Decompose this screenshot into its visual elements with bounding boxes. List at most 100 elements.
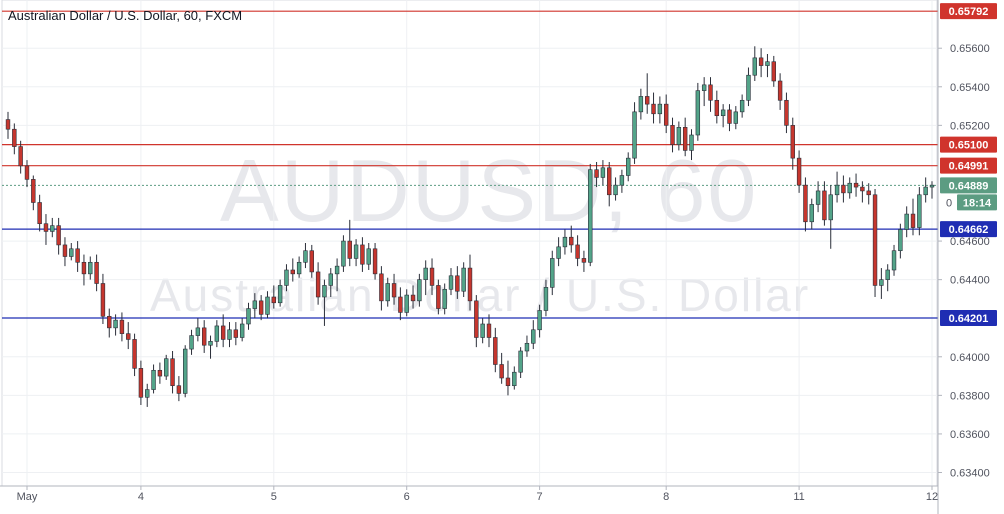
time-tick-label: 4 bbox=[138, 491, 144, 503]
candle-body bbox=[537, 310, 542, 331]
level-price-label: 0.65792 bbox=[949, 6, 989, 18]
candle-body bbox=[910, 213, 916, 228]
candle-body bbox=[442, 288, 447, 309]
candle-body bbox=[657, 103, 663, 115]
candle-body bbox=[695, 90, 701, 136]
candle-body bbox=[404, 294, 409, 313]
time-tick-label: 8 bbox=[663, 491, 669, 503]
candle-body bbox=[50, 225, 55, 232]
candle-body bbox=[385, 283, 390, 302]
candle-body bbox=[258, 300, 264, 315]
candle-body bbox=[195, 327, 201, 336]
candle-body bbox=[505, 377, 511, 387]
candle-body bbox=[569, 236, 574, 246]
candle-body bbox=[531, 329, 536, 344]
candle-body bbox=[461, 267, 466, 292]
candle-body bbox=[189, 335, 194, 350]
candle-layer bbox=[5, 46, 935, 407]
candle-body bbox=[588, 169, 593, 263]
candle-body bbox=[891, 250, 897, 271]
candle-body bbox=[752, 57, 757, 76]
candle-body bbox=[113, 319, 118, 329]
candle-body bbox=[543, 287, 549, 311]
candle-body bbox=[581, 258, 587, 263]
candle-body bbox=[626, 157, 631, 176]
candle-body bbox=[410, 294, 416, 302]
time-tick-label: 12 bbox=[926, 491, 938, 503]
candle-body bbox=[157, 369, 163, 377]
candle-body bbox=[290, 269, 295, 275]
current-price-label: 0.64889 bbox=[949, 180, 989, 192]
candle-body bbox=[923, 186, 928, 196]
candle-body bbox=[303, 250, 308, 263]
candle-body bbox=[524, 342, 530, 352]
candle-body bbox=[119, 319, 125, 334]
time-tick-label: May bbox=[17, 491, 38, 503]
plot-frame bbox=[1, 0, 938, 487]
candle-body bbox=[448, 275, 454, 290]
candle-body bbox=[765, 61, 770, 66]
candle-body bbox=[809, 204, 814, 223]
candle-body bbox=[815, 190, 821, 205]
candle-body bbox=[183, 348, 188, 394]
level-price-badge bbox=[940, 310, 997, 327]
time-tick-label: 5 bbox=[271, 491, 277, 503]
candle-body bbox=[714, 99, 720, 117]
candle-body bbox=[132, 339, 137, 369]
candle-body bbox=[746, 74, 751, 101]
level-price-label: 0.65100 bbox=[949, 140, 989, 152]
candle-body bbox=[436, 285, 441, 309]
watermark-symbol: AUDUSD, 60 bbox=[220, 141, 759, 240]
candle-body bbox=[372, 248, 378, 275]
candle-body bbox=[929, 184, 935, 188]
candle-body bbox=[43, 223, 49, 232]
candle-body bbox=[265, 296, 270, 315]
time-tick-label: 7 bbox=[537, 491, 543, 503]
candle-body bbox=[866, 190, 871, 196]
level-price-label: 0.64201 bbox=[949, 313, 989, 325]
candle-body bbox=[790, 125, 795, 159]
candle-body bbox=[360, 244, 365, 265]
candle-body bbox=[879, 279, 884, 286]
price-tick-label: 0.65200 bbox=[950, 120, 990, 132]
candle-body bbox=[847, 182, 852, 194]
candle-body bbox=[252, 300, 258, 309]
candle-body bbox=[550, 258, 555, 288]
candle-body bbox=[518, 350, 523, 373]
price-tick-label: 0.64000 bbox=[950, 352, 990, 364]
level-price-badge bbox=[940, 157, 997, 174]
candle-body bbox=[296, 261, 302, 275]
candle-body bbox=[145, 389, 150, 398]
level-price-label: 0.64662 bbox=[949, 224, 989, 236]
candle-body bbox=[803, 184, 808, 223]
level-price-label: 0.64991 bbox=[949, 161, 989, 173]
candle-body bbox=[246, 308, 251, 325]
candle-body bbox=[645, 96, 650, 105]
candle-body bbox=[885, 269, 890, 280]
candle-body bbox=[594, 169, 599, 178]
candle-body bbox=[417, 279, 422, 302]
candle-body bbox=[5, 119, 11, 130]
candle-body bbox=[309, 250, 314, 273]
candle-body bbox=[227, 329, 232, 340]
candle-body bbox=[126, 333, 131, 340]
candle-body bbox=[733, 111, 739, 124]
candle-body bbox=[12, 128, 17, 147]
candle-body bbox=[347, 240, 352, 259]
candle-body bbox=[784, 99, 789, 126]
candle-body bbox=[841, 184, 846, 194]
candle-body bbox=[872, 194, 878, 286]
candle-body bbox=[682, 126, 688, 151]
candle-body bbox=[366, 248, 371, 265]
price-tick-label: 0.65600 bbox=[950, 43, 990, 55]
candle-body bbox=[600, 167, 606, 178]
candle-body bbox=[24, 165, 30, 180]
grid-layer bbox=[1, 0, 938, 487]
candle-body bbox=[777, 80, 783, 101]
candle-body bbox=[796, 157, 802, 186]
current-price-badge bbox=[940, 177, 997, 194]
candle-body bbox=[75, 248, 80, 263]
candle-body bbox=[822, 190, 827, 221]
